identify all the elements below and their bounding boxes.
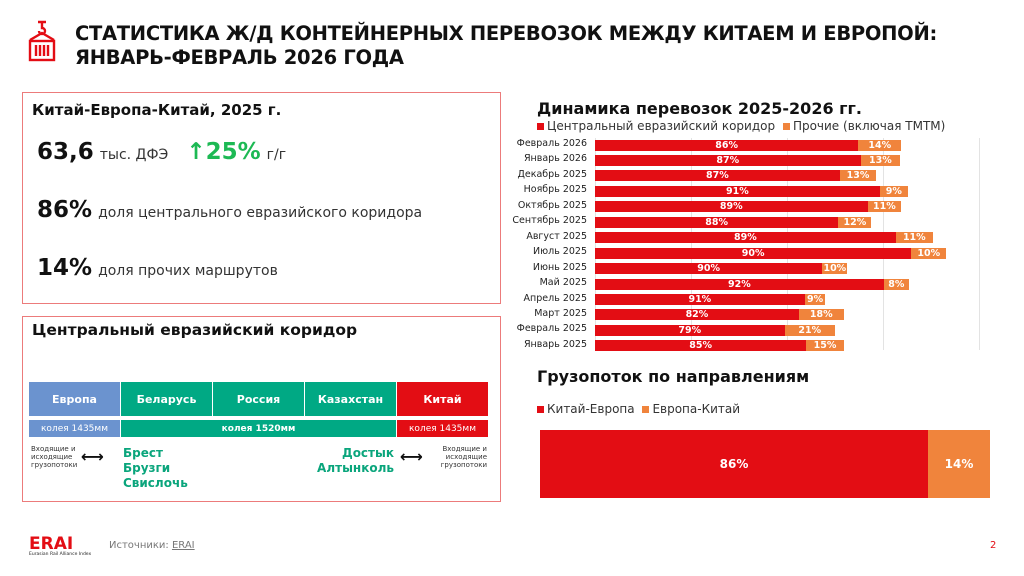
other-label: доля прочих маршрутов: [98, 263, 278, 279]
other-share: 14%: [37, 255, 93, 281]
growth-unit: г/г: [266, 147, 287, 163]
category-label: Сентябрь 2025: [512, 215, 587, 227]
bar-other: 13%: [860, 154, 901, 166]
gridline: [595, 138, 596, 350]
category-label: Июнь 2025: [532, 261, 587, 273]
gridline: [691, 138, 692, 350]
bar-central: 79%: [595, 324, 785, 336]
volume-unit: тыс. ДФЭ: [99, 147, 169, 163]
chart2-bar-europe-china: 14%: [928, 430, 990, 498]
bar-other: 21%: [784, 324, 835, 336]
page-title: СТАТИСТИКА Ж/Д КОНТЕЙНЕРНЫХ ПЕРЕВОЗОК МЕ…: [75, 22, 937, 69]
category-label: Май 2025: [539, 277, 587, 289]
bar-other: 8%: [883, 278, 909, 290]
bar-central: 89%: [595, 232, 896, 244]
summary-heading: Китай-Европа-Китай, 2025 г.: [32, 101, 282, 119]
gridline: [883, 138, 884, 350]
bar-central: 87%: [595, 154, 861, 166]
gauge-1520: колея 1520мм: [121, 420, 396, 437]
bar-other: 14%: [858, 139, 902, 151]
country-russia: Россия: [213, 382, 304, 416]
west-stations: Брест Брузги Свислочь: [123, 446, 188, 490]
bar-central: 82%: [595, 309, 799, 321]
bar-other: 12%: [838, 216, 872, 228]
flows-left-note: Входящие и исходящие грузопотоки: [31, 445, 78, 469]
bar-central: 90%: [595, 263, 823, 275]
erai-logo: ERAI Eurasian Rail Alliance Index: [29, 534, 92, 558]
category-label: Апрель 2025: [523, 292, 587, 304]
bar-central: 88%: [595, 216, 839, 228]
summary-panel: Китай-Европа-Китай, 2025 г. 63,6 тыс. ДФ…: [22, 92, 501, 304]
category-label: Октябрь 2025: [517, 199, 587, 211]
chart2-legend: Китай-Европа Европа-Китай: [537, 402, 740, 416]
gauge-europe: колея 1435мм: [29, 420, 120, 437]
category-label: Февраль 2026: [516, 138, 587, 149]
bar-other: 9%: [804, 294, 826, 305]
category-label: Ноябрь 2025: [523, 184, 587, 196]
central-label: доля центрального евразийского коридора: [98, 205, 423, 221]
bar-central: 89%: [595, 201, 868, 213]
bar-other: 18%: [798, 309, 844, 321]
country-belarus: Беларусь: [121, 382, 212, 416]
gridline: [787, 138, 788, 350]
east-stations: Достык Алтынколь: [317, 446, 394, 475]
chart2-bar-china-europe: 86%: [540, 430, 928, 498]
arrow-up-icon: ↑: [186, 139, 206, 165]
category-label: Январь 2026: [523, 153, 587, 165]
chart1-title: Динамика перевозок 2025-2026 гг.: [537, 99, 862, 118]
bar-other: 11%: [895, 232, 933, 244]
sources: Источники: ERAI: [109, 540, 195, 551]
double-arrow-icon: ⟷: [400, 447, 423, 466]
bar-central: 91%: [595, 185, 880, 197]
volume-value: 63,6: [37, 139, 94, 165]
double-arrow-icon: ⟷: [81, 447, 104, 466]
category-label: Декабрь 2025: [517, 168, 587, 180]
chart2-title: Грузопоток по направлениям: [537, 367, 810, 386]
corridor-panel: Центральный евразийский коридор: [22, 316, 501, 502]
category-label: Январь 2025: [523, 338, 587, 350]
bar-other: 10%: [911, 247, 947, 259]
bar-other: 10%: [822, 263, 848, 275]
category-label: Март 2025: [534, 307, 587, 319]
bar-other: 13%: [839, 170, 877, 182]
gridline: [979, 138, 980, 350]
sources-link[interactable]: ERAI: [171, 540, 195, 551]
bar-central: 92%: [595, 278, 884, 290]
country-china: Китай: [397, 382, 488, 416]
bar-other: 15%: [806, 340, 844, 352]
flows-right-note: Входящие и исходящие грузопотоки: [440, 445, 487, 469]
bar-other: 11%: [867, 201, 902, 213]
gauge-china: колея 1435мм: [397, 420, 488, 437]
bar-central: 86%: [595, 139, 859, 151]
central-share: 86%: [37, 197, 93, 223]
page-number: 2: [990, 540, 997, 551]
bar-central: 91%: [595, 294, 805, 305]
corridor-heading: Центральный евразийский коридор: [32, 321, 358, 339]
category-label: Август 2025: [526, 230, 587, 242]
country-europe: Европа: [29, 382, 120, 416]
bar-other: 9%: [879, 185, 908, 197]
container-crane-icon: [27, 20, 57, 68]
growth-value: ↑25%: [186, 139, 261, 165]
bar-central: 85%: [595, 340, 807, 352]
category-label: Июль 2025: [533, 246, 587, 258]
country-kazakhstan: Казахстан: [305, 382, 396, 416]
category-label: Февраль 2025: [516, 323, 587, 335]
bar-central: 87%: [595, 170, 840, 182]
bar-central: 90%: [595, 247, 912, 259]
chart1-legend: Центральный евразийский коридор Прочие (…: [537, 119, 945, 133]
